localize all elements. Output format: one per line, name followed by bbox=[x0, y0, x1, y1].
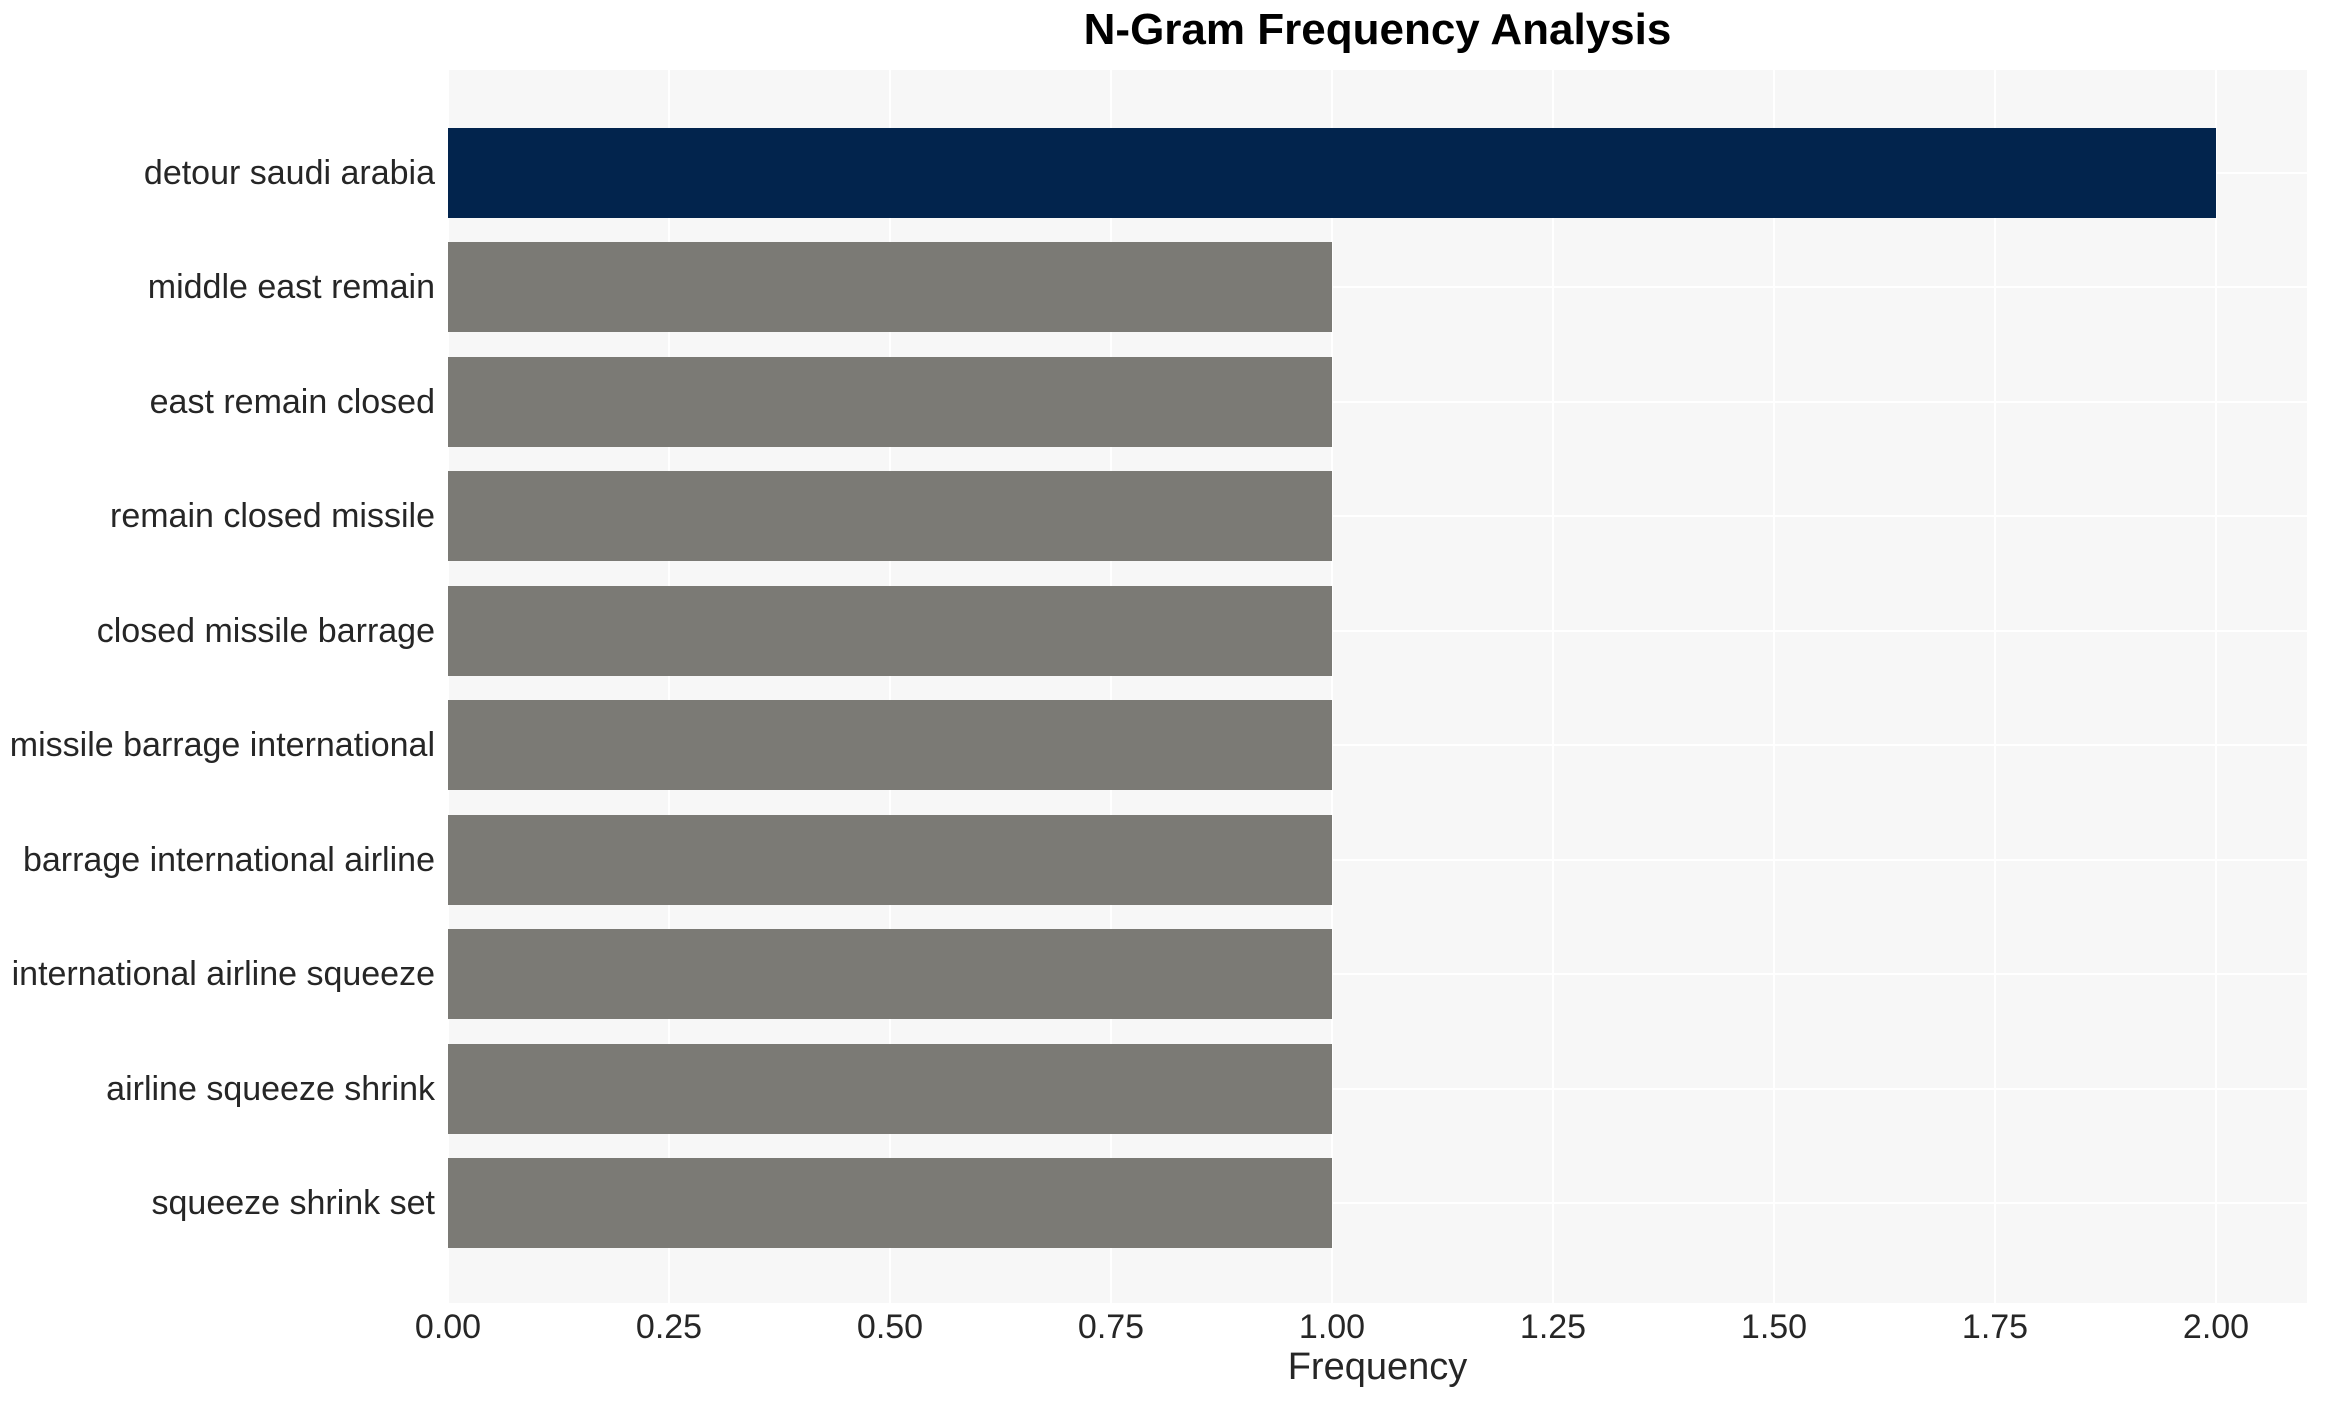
frequency-bar bbox=[448, 814, 1332, 905]
y-gridline bbox=[448, 515, 2307, 518]
category-label: barrage international airline bbox=[22, 840, 435, 879]
y-gridline bbox=[448, 1087, 2307, 1090]
x-tick-label: 1.50 bbox=[1740, 1308, 1808, 1346]
frequency-bar bbox=[448, 929, 1332, 1020]
frequency-bar bbox=[448, 585, 1332, 676]
chart-title: N-Gram Frequency Analysis bbox=[1083, 5, 1672, 54]
x-gridline bbox=[1552, 70, 1554, 1303]
x-gridline bbox=[2215, 70, 2217, 1303]
frequency-bar bbox=[448, 700, 1332, 791]
category-label: middle east remain bbox=[147, 268, 435, 307]
x-gridline bbox=[1331, 70, 1333, 1303]
x-tick-label: 0.50 bbox=[856, 1308, 924, 1346]
frequency-bar bbox=[448, 1157, 1332, 1248]
y-gridline bbox=[448, 744, 2307, 747]
y-gridline bbox=[448, 858, 2307, 861]
y-gridline bbox=[448, 629, 2307, 632]
y-gridline bbox=[448, 1201, 2307, 1204]
category-label: international airline squeeze bbox=[11, 955, 435, 994]
x-axis-label: Frequency bbox=[1287, 1346, 1468, 1388]
x-tick-label: 0.75 bbox=[1077, 1308, 1145, 1346]
frequency-bar bbox=[448, 356, 1332, 447]
frequency-bar bbox=[448, 242, 1332, 333]
x-tick-label: 1.25 bbox=[1519, 1308, 1587, 1346]
frequency-bar bbox=[448, 128, 2216, 218]
x-tick-label: 2.00 bbox=[2182, 1308, 2250, 1346]
x-tick-label: 1.00 bbox=[1298, 1308, 1366, 1346]
x-gridline bbox=[1773, 70, 1775, 1303]
y-gridline bbox=[448, 973, 2307, 976]
category-label: detour saudi arabia bbox=[143, 154, 435, 192]
x-tick-label: 0.25 bbox=[635, 1308, 703, 1346]
x-tick-label: 1.75 bbox=[1961, 1308, 2029, 1346]
y-gridline bbox=[448, 286, 2307, 289]
x-gridline bbox=[1110, 70, 1112, 1303]
plot-area bbox=[447, 70, 2307, 1303]
y-gridline bbox=[448, 400, 2307, 403]
x-gridline bbox=[1994, 70, 1996, 1303]
x-tick-label: 0.00 bbox=[414, 1308, 482, 1346]
x-gridline bbox=[668, 70, 670, 1303]
x-gridline bbox=[447, 70, 449, 1303]
frequency-bar bbox=[448, 1043, 1332, 1134]
frequency-bar bbox=[448, 471, 1332, 562]
category-label: remain closed missile bbox=[110, 497, 435, 536]
category-label: airline squeeze shrink bbox=[106, 1069, 435, 1108]
x-gridline bbox=[889, 70, 891, 1303]
category-label: east remain closed bbox=[149, 382, 435, 421]
category-label: squeeze shrink set bbox=[151, 1183, 436, 1222]
category-label: missile barrage international bbox=[9, 726, 435, 765]
category-label: closed missile barrage bbox=[96, 611, 435, 650]
